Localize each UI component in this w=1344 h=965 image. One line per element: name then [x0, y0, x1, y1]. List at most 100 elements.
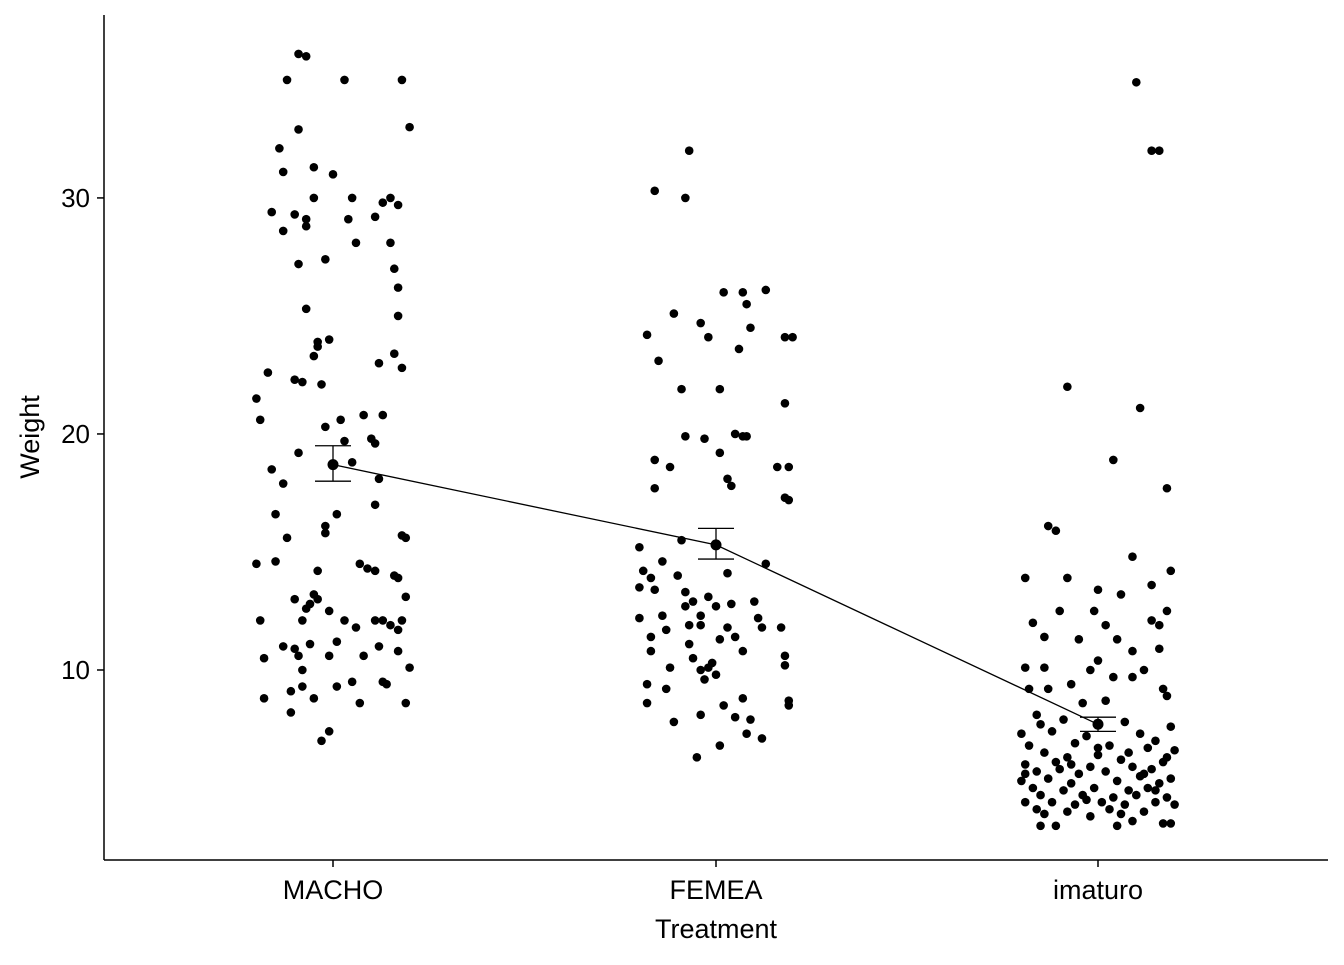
data-point-femea	[661, 625, 671, 635]
data-point-macho	[298, 682, 307, 691]
data-point-imaturo	[1066, 679, 1076, 689]
data-point-femea	[646, 646, 656, 656]
data-point-imaturo	[1132, 77, 1141, 87]
data-point-imaturo	[1101, 696, 1110, 705]
data-point-femea	[665, 462, 675, 472]
data-point-imaturo	[1143, 743, 1153, 753]
data-point-femea	[684, 639, 694, 649]
data-point-imaturo	[1166, 566, 1176, 576]
summary-layer	[315, 445, 1116, 733]
data-point-macho	[321, 254, 330, 264]
data-point-macho	[301, 221, 311, 231]
data-point-femea	[650, 585, 660, 595]
data-point-macho	[321, 521, 330, 531]
data-point-imaturo	[1128, 646, 1137, 656]
data-point-imaturo	[1135, 403, 1145, 413]
data-point-imaturo	[1059, 786, 1068, 795]
data-point-macho	[378, 198, 388, 207]
data-point-macho	[347, 677, 357, 687]
data-point-macho	[263, 368, 273, 377]
data-point-femea	[757, 623, 767, 632]
x-tick-label: FEMEA	[669, 875, 762, 905]
data-point-imaturo	[1139, 769, 1149, 779]
data-point-femea	[681, 193, 690, 203]
data-point-imaturo	[1020, 663, 1030, 672]
data-point-femea	[646, 573, 656, 583]
data-point-macho	[370, 616, 380, 625]
data-point-imaturo	[1036, 790, 1045, 800]
data-point-femea	[681, 601, 690, 611]
data-point-femea	[696, 710, 705, 720]
data-point-macho	[278, 479, 288, 488]
data-point-femea	[654, 356, 663, 366]
data-point-femea	[746, 323, 755, 333]
data-point-femea	[661, 684, 671, 694]
data-point-femea	[757, 734, 767, 743]
data-point-imaturo	[1147, 580, 1156, 590]
data-point-femea	[700, 434, 709, 443]
data-point-femea	[780, 332, 790, 342]
data-point-imaturo	[1139, 807, 1149, 816]
data-point-macho	[301, 52, 311, 61]
data-point-imaturo	[1089, 783, 1099, 793]
y-tick-label: 20	[61, 419, 90, 449]
data-point-macho	[324, 727, 334, 736]
data-point-macho	[374, 642, 384, 651]
data-point-imaturo	[1128, 672, 1137, 682]
data-point-macho	[374, 474, 384, 484]
data-point-macho	[294, 125, 303, 134]
data-point-macho	[359, 651, 368, 661]
data-point-imaturo	[1158, 819, 1168, 828]
data-point-imaturo	[1154, 778, 1164, 788]
data-point-macho	[252, 394, 261, 403]
data-point-imaturo	[1086, 762, 1095, 772]
data-point-imaturo	[1093, 750, 1103, 760]
data-point-macho	[309, 694, 319, 703]
data-point-macho	[305, 639, 315, 649]
data-point-femea	[650, 483, 660, 493]
data-point-macho	[309, 351, 319, 361]
data-point-imaturo	[1093, 743, 1103, 753]
data-point-imaturo	[1166, 722, 1176, 731]
data-point-imaturo	[1143, 783, 1153, 793]
data-point-macho	[321, 528, 330, 538]
data-point-imaturo	[1112, 821, 1122, 831]
data-point-imaturo	[1154, 644, 1164, 654]
data-point-imaturo	[1036, 719, 1045, 729]
data-point-femea	[688, 653, 698, 663]
data-point-macho	[298, 665, 307, 675]
data-point-imaturo	[1105, 804, 1114, 814]
data-point-macho	[290, 594, 300, 604]
data-point-imaturo	[1151, 736, 1160, 746]
data-point-macho	[386, 193, 395, 203]
data-point-imaturo	[1170, 800, 1179, 809]
data-point-macho	[359, 410, 368, 420]
data-point-femea	[673, 571, 682, 580]
data-point-macho	[370, 439, 380, 448]
mean-line	[332, 464, 1099, 725]
data-point-imaturo	[1066, 760, 1076, 769]
data-point-imaturo	[1074, 635, 1084, 644]
data-point-imaturo	[1040, 632, 1049, 642]
data-point-macho	[294, 259, 303, 269]
data-point-imaturo	[1116, 590, 1126, 599]
data-point-imaturo	[1128, 762, 1137, 772]
data-point-femea	[750, 597, 759, 606]
data-point-macho	[313, 337, 322, 347]
data-point-femea	[711, 670, 721, 680]
data-point-macho	[324, 335, 334, 344]
data-point-imaturo	[1082, 795, 1091, 805]
data-point-imaturo	[1116, 809, 1126, 819]
data-point-macho	[313, 594, 322, 604]
data-point-imaturo	[1063, 573, 1072, 583]
data-point-macho	[259, 694, 269, 703]
data-point-imaturo	[1154, 620, 1164, 630]
data-point-imaturo	[1086, 665, 1095, 675]
data-point-femea	[784, 701, 794, 710]
data-point-imaturo	[1128, 816, 1137, 826]
data-point-macho	[370, 566, 380, 576]
data-point-macho	[301, 304, 311, 314]
data-point-imaturo	[1074, 769, 1084, 779]
data-point-femea	[650, 186, 660, 196]
data-point-macho	[401, 533, 411, 543]
